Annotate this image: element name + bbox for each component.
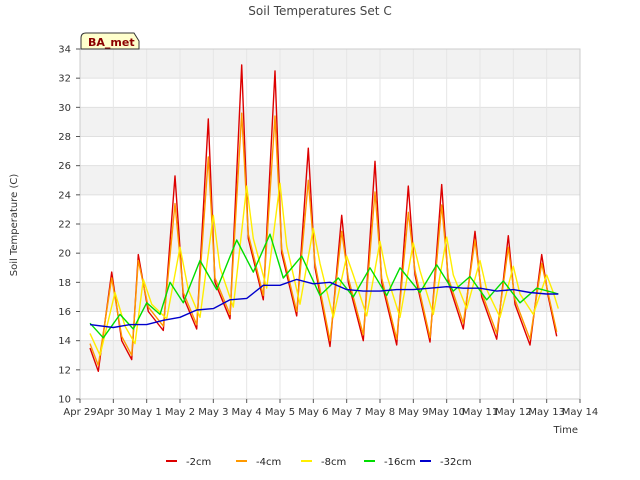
legend-label: -2cm [186, 457, 211, 468]
background-band [80, 194, 580, 224]
series-line-minus-32cm [89, 278, 559, 329]
legend-label: -4cm [256, 457, 281, 468]
legend-label: -16cm [384, 457, 416, 468]
x-tick-label: May 6 [298, 407, 328, 418]
background-band [80, 107, 580, 137]
background-band [80, 78, 580, 108]
legend-label: -8cm [321, 457, 346, 468]
y-axis-title: Soil Temperature (C) [9, 174, 20, 277]
y-tick-label: 10 [58, 395, 71, 406]
series-line-minus-8cm [89, 182, 559, 356]
x-tick-label: Apr 29 [63, 407, 96, 418]
x-tick-label: May 11 [462, 407, 499, 418]
x-tick-label: May 4 [232, 407, 262, 418]
y-axis-ticks: 10 12 14 16 18 20 22 24 26 28 30 32 34 [58, 45, 80, 406]
y-tick-label: 14 [58, 336, 71, 347]
x-tick-label: May 2 [165, 407, 195, 418]
series-line-minus-4cm [89, 112, 558, 367]
station-badge: BA_met [80, 32, 140, 50]
background-band [80, 224, 580, 254]
y-tick-label: 24 [58, 190, 71, 201]
y-tick-label: 32 [58, 74, 71, 85]
x-tick-label: Apr 30 [97, 407, 130, 418]
series-lines [89, 64, 559, 372]
y-tick-label: 30 [58, 103, 71, 114]
background-band [80, 165, 580, 195]
x-tick-label: May 13 [528, 407, 565, 418]
x-tick-label: May 3 [198, 407, 228, 418]
x-tick-label: May 8 [365, 407, 395, 418]
x-axis-ticks: Apr 29 Apr 30 May 1 May 2 May 3 May 4 May 5 May… [63, 399, 598, 418]
background-band [80, 136, 580, 166]
x-tick-label: May 12 [495, 407, 532, 418]
x-tick-label: May 9 [398, 407, 428, 418]
series-line-minus-16cm [89, 233, 559, 339]
y-tick-label: 12 [58, 365, 71, 376]
y-tick-label: 34 [58, 45, 71, 56]
gridlines [79, 48, 581, 400]
x-tick-label: May 14 [562, 407, 599, 418]
background-band [80, 49, 580, 79]
y-tick-label: 18 [58, 278, 71, 289]
background-band [80, 369, 580, 399]
y-tick-label: 22 [58, 220, 71, 231]
legend-label: -32cm [440, 457, 472, 468]
x-tick-label: May 5 [265, 407, 295, 418]
chart-title: Soil Temperatures Set C [248, 4, 391, 18]
y-tick-label: 28 [58, 132, 71, 143]
x-axis-title: Time [553, 425, 578, 436]
x-tick-label: May 7 [332, 407, 362, 418]
x-tick-label: May 10 [428, 407, 465, 418]
badge-shape [80, 32, 140, 50]
badge-label: BA_met [88, 36, 135, 49]
y-tick-label: 20 [58, 249, 71, 260]
x-tick-label: May 1 [132, 407, 162, 418]
y-tick-label: 16 [58, 307, 71, 318]
background-bands [80, 49, 580, 399]
y-tick-label: 26 [58, 161, 71, 172]
background-band [80, 253, 580, 283]
legend: -2cm -4cm -8cm -16cm -32cm [166, 457, 472, 468]
